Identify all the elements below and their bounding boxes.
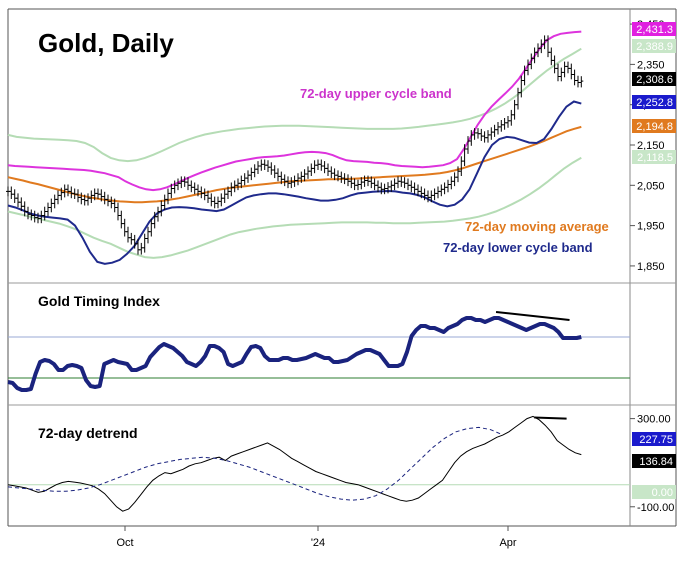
p1-badge-bg	[632, 119, 676, 133]
x-tick-label: Apr	[499, 537, 516, 549]
annotation-moving-average: 72-day moving average	[465, 219, 609, 234]
annotation-upper-band: 72-day upper cycle band	[300, 86, 452, 101]
p3-line-detrend	[7, 415, 582, 512]
x-tick-label: Oct	[116, 537, 133, 549]
p1-line-72-day-upper-cycle-band	[7, 30, 582, 192]
price-bar	[579, 76, 584, 88]
p1-badge-bg	[632, 95, 676, 109]
p1-badge-value: 2,308.6	[636, 74, 673, 86]
p2-reference-layer	[8, 336, 630, 379]
p1-line-lower-outer-band	[7, 156, 582, 259]
p1-y-tick-label: 2,350	[637, 59, 665, 71]
p1-badge-value: 2,252.8	[636, 97, 673, 109]
p3-y-tick-label: 300.00	[637, 414, 671, 426]
p1-badge-bg	[632, 39, 676, 53]
p3-y-axis: 300.00 -100.00	[630, 414, 674, 514]
p3-last-value-badges: 227.75 136.84 0.00	[632, 432, 676, 499]
p1-badge-bg	[632, 150, 676, 164]
p1-y-tick-label: 1,850	[637, 261, 665, 273]
p3-badge-value: 136.84	[639, 456, 673, 468]
p3-badge-bg	[632, 454, 676, 468]
p1-badge-bg	[632, 22, 676, 36]
p1-y-tick-label: 2,050	[637, 180, 665, 192]
x-axis: Oct '24 Apr	[116, 526, 517, 549]
p1-badge-value: 2,431.3	[636, 24, 673, 36]
p1-badge-bg	[632, 72, 676, 86]
p3-line-smoothed	[7, 426, 503, 501]
p2-series-layer	[7, 311, 582, 392]
annotation-lower-band: 72-day lower cycle band	[443, 240, 593, 255]
p3-badge-bg	[632, 432, 676, 446]
p3-badge-value: 0.00	[652, 487, 673, 499]
p1-last-value-badges: 2,431.3 2,388.9 2,308.6 2,252.8 2,194.8 2,118…	[632, 22, 676, 164]
p3-title: 72-day detrend	[38, 425, 138, 441]
p3-y-tick-label: -100.00	[637, 502, 674, 514]
p1-line-72-day-lower-cycle-band	[7, 100, 582, 265]
p1-y-tick-label: 2,150	[637, 140, 665, 152]
p3-badge-bg	[632, 485, 676, 499]
x-tick-label: '24	[311, 537, 325, 549]
p2-title: Gold Timing Index	[38, 293, 160, 309]
p1-badge-value: 2,388.9	[636, 41, 673, 53]
p2-line-timing-index	[7, 316, 582, 392]
p2-trendline	[495, 311, 570, 321]
p1-badge-value: 2,118.5	[637, 152, 673, 164]
p3-trendline	[534, 416, 567, 420]
p1-price-bars	[6, 35, 584, 255]
p1-title: Gold, Daily	[38, 28, 174, 58]
p1-badge-value: 2,194.8	[636, 121, 673, 133]
p1-y-tick-label: 1,950	[637, 221, 665, 233]
p3-series-layer	[7, 415, 582, 512]
p3-badge-value: 227.75	[639, 434, 673, 446]
